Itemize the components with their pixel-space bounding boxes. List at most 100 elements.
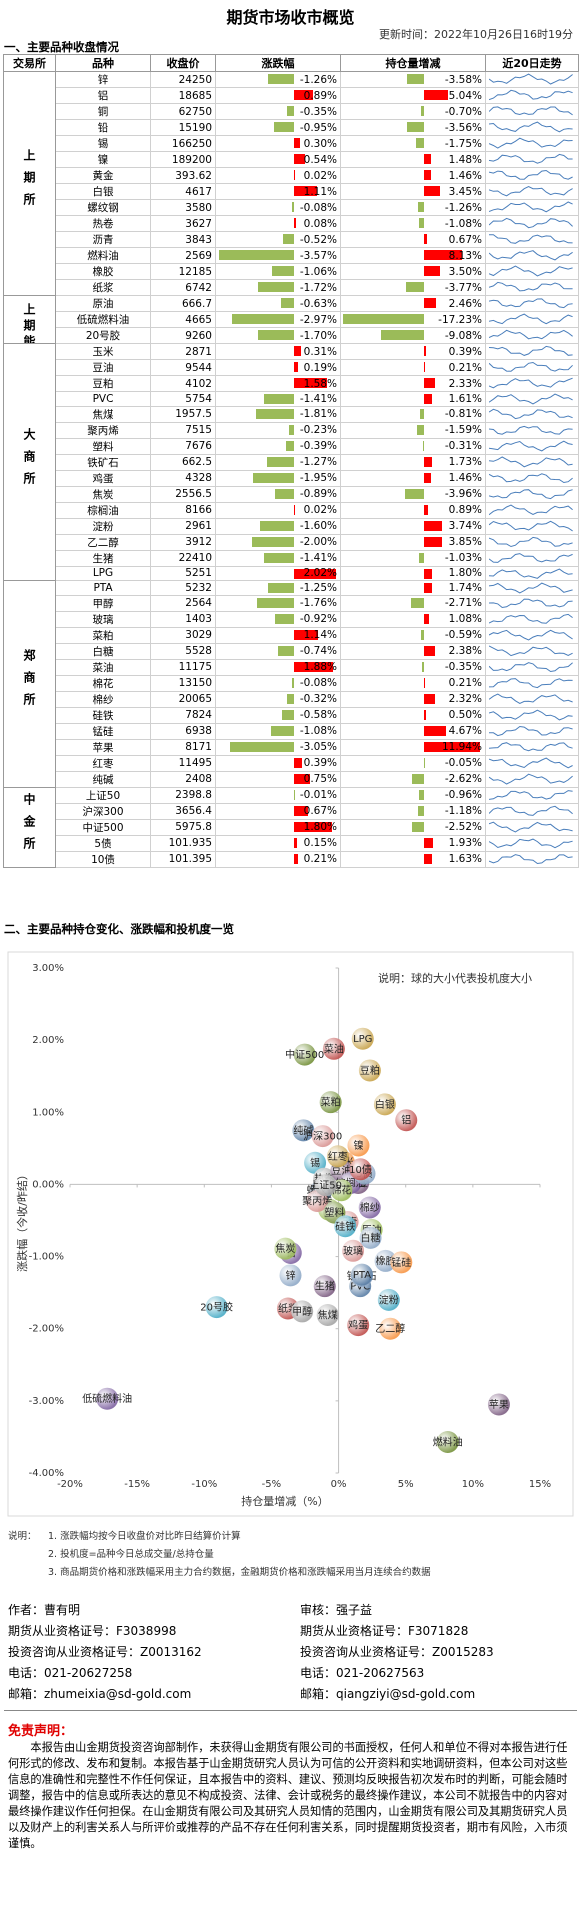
author-line: 邮箱：qiangziyi@sd-gold.com (300, 1687, 476, 1701)
pct-cell: -1.81% (215, 405, 341, 423)
sparkline-path (489, 73, 573, 85)
bubble (334, 1215, 357, 1238)
bubble-label: 鸡蛋 (348, 1319, 368, 1332)
product: 聚丙烯 (55, 421, 151, 439)
table-row: 沪深300 3656.4 0.67% -1.18% (4, 802, 579, 820)
bubble-label: PTA (353, 1270, 371, 1281)
bar (294, 853, 299, 864)
pct-value: -3.56% (444, 121, 482, 134)
sparkline-cell (485, 549, 579, 567)
close-price: 7515 (150, 421, 216, 439)
bar (424, 568, 433, 579)
pct-cell: 0.54% (215, 151, 341, 168)
exchange: 上期能源 (22, 303, 36, 344)
pct-cell: -0.58% (215, 706, 341, 724)
notes-label: 说明： (8, 1531, 37, 1542)
sparkline (489, 552, 573, 563)
sparkline (489, 217, 573, 229)
pct-value: 11.94% (441, 741, 482, 753)
bar (424, 520, 442, 531)
pct-value: -1.06% (299, 265, 337, 278)
pct-cell: -1.41% (215, 549, 341, 567)
sparkline-path (489, 520, 573, 531)
product: PVC (55, 391, 151, 407)
pct-cell: 1.88% (215, 658, 341, 676)
product: 棉纱 (55, 690, 151, 708)
bubble (487, 1393, 510, 1416)
pct-value: 3.45% (448, 185, 482, 198)
close-price: 101.935 (150, 834, 216, 852)
table-row: 菜粕 3029 1.14% -0.59% (4, 626, 579, 644)
sparkline (489, 661, 573, 672)
bar (411, 773, 424, 784)
bar (424, 362, 425, 372)
pct-cell: 8.13% (340, 247, 486, 264)
pct-value: -0.39% (299, 440, 337, 452)
pct-cell: 2.32% (340, 690, 486, 708)
y-tick-label: -4.00% (29, 1468, 64, 1479)
sparkline (489, 725, 573, 736)
divider (4, 1710, 577, 1711)
product: 10债 (55, 850, 151, 868)
exchange: 大商所 (22, 427, 36, 494)
pct-cell: -2.52% (340, 818, 486, 836)
quote-table: 交易所 品种 收盘价 涨跌幅 持仓量增减 近20日走势 上期所 锌 24250 -1.26% -3… (3, 54, 579, 868)
bar (294, 661, 334, 672)
sparkline (489, 613, 573, 624)
pct-value: -1.08% (299, 725, 337, 737)
table-row: 菜油 11175 1.88% -0.35% (4, 658, 579, 676)
table-row: 硅铁 7824 -0.58% 0.50% (4, 706, 579, 724)
pct-cell: 0.02% (215, 501, 341, 519)
table-row: 铜 62750 -0.35% -0.70% (4, 103, 579, 120)
author-line: 电话：021-20627563 (300, 1666, 425, 1680)
close-price: 9544 (150, 359, 216, 376)
table-row: 棉纱 20065 -0.32% 2.32% (4, 690, 579, 708)
sparkline-path (489, 281, 573, 292)
sparkline-path (489, 377, 573, 389)
bubble-label: 苹果 (489, 1398, 509, 1411)
pct-value: 0.31% (303, 345, 337, 358)
y-axis-label: 涨跌幅（今收/昨结） (15, 1169, 29, 1272)
pct-value: -0.95% (299, 121, 337, 134)
pct-value: 0.08% (303, 217, 337, 230)
pct-value: -0.70% (444, 105, 482, 118)
product: 燃料油 (55, 247, 151, 264)
bar (422, 440, 424, 451)
pct-cell: 0.30% (215, 135, 341, 152)
bar (424, 837, 434, 848)
close-price: 20065 (150, 690, 216, 708)
pct-value: -0.23% (299, 424, 337, 436)
bubble (347, 1134, 370, 1157)
bubble (347, 1314, 370, 1337)
sparkline-path (489, 598, 573, 608)
pct-value: -0.81% (444, 408, 482, 420)
column-header: 近20日走势 (485, 54, 579, 72)
close-price: 5232 (150, 580, 216, 596)
product: 塑料 (55, 437, 151, 455)
table-row: 橡胶 12185 -1.06% 3.50% (4, 263, 579, 280)
bubble-label: 棉纱 (360, 1201, 380, 1214)
close-price: 22410 (150, 549, 216, 567)
pct-cell: -0.81% (340, 405, 486, 423)
pct-value: -0.32% (299, 693, 337, 705)
pct-value: 5.04% (448, 89, 482, 102)
product: 20号胶 (55, 327, 151, 344)
pct-cell: 1.80% (215, 818, 341, 836)
sparkline (489, 709, 573, 720)
sparkline (489, 121, 573, 133)
sparkline (489, 298, 573, 309)
close-price: 4102 (150, 375, 216, 392)
sparkline-path (489, 725, 573, 736)
bar (294, 154, 306, 164)
pct-cell: 5.04% (340, 87, 486, 104)
pct-value: 1.46% (448, 169, 482, 182)
bubble-label: 铝 (401, 1115, 411, 1127)
table-row: 生猪 22410 -1.41% -1.03% (4, 549, 579, 567)
sparkline-cell (485, 391, 579, 407)
bar (407, 122, 424, 132)
close-price: 1403 (150, 610, 216, 628)
sparkline-path (489, 757, 573, 768)
bar (407, 74, 424, 84)
pct-cell: -1.18% (340, 802, 486, 820)
